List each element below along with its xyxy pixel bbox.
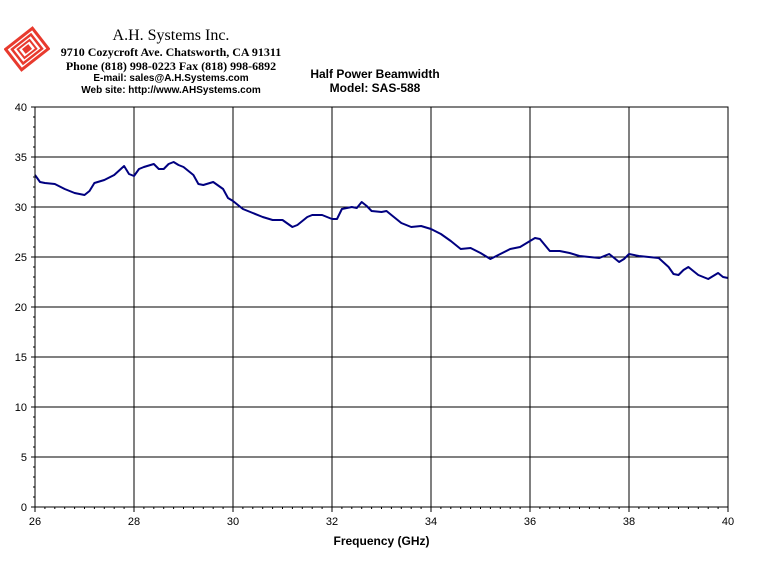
company-phone: Phone (818) 998-0223 Fax (818) 998-6892 <box>65 59 277 73</box>
company-name: A.H. Systems Inc. <box>112 27 230 44</box>
company-info: A.H. Systems Inc. 9710 Cozycroft Ave. Ch… <box>40 27 302 97</box>
y-tick-label: 40 <box>15 102 27 114</box>
x-tick-label: 32 <box>326 516 338 528</box>
y-tick-label: 15 <box>15 352 27 364</box>
y-tick-label: 35 <box>15 152 27 164</box>
chart-title-block: Half Power Beamwidth Model: SAS-588 <box>280 67 470 95</box>
x-tick-label: 28 <box>128 516 140 528</box>
x-tick-label: 36 <box>524 516 536 528</box>
x-axis-title: Frequency (GHz) <box>333 534 429 548</box>
y-tick-label: 5 <box>21 452 27 464</box>
company-website: Web site: http://www.AHSystems.com <box>81 85 261 96</box>
y-tick-label: 0 <box>21 502 27 514</box>
ah-systems-logo-icon <box>3 26 51 72</box>
y-tick-label: 25 <box>15 252 27 264</box>
plot-border <box>34 106 729 508</box>
x-tick-label: 26 <box>29 516 41 528</box>
series-line <box>34 161 729 280</box>
y-tick-label: 20 <box>15 302 27 314</box>
chart-subtitle: Model: SAS-588 <box>329 81 421 95</box>
x-tick-label: 40 <box>722 516 734 528</box>
x-tick-label: 30 <box>227 516 239 528</box>
company-email: E-mail: sales@A.H.Systems.com <box>93 73 249 84</box>
company-address: 9710 Cozycroft Ave. Chatsworth, CA 91311 <box>60 45 282 59</box>
y-tick-label: 30 <box>15 202 27 214</box>
y-tick-label: 10 <box>15 402 27 414</box>
x-tick-label: 38 <box>623 516 635 528</box>
x-tick-label: 34 <box>425 516 437 528</box>
chart-title: Half Power Beamwidth <box>310 67 440 81</box>
